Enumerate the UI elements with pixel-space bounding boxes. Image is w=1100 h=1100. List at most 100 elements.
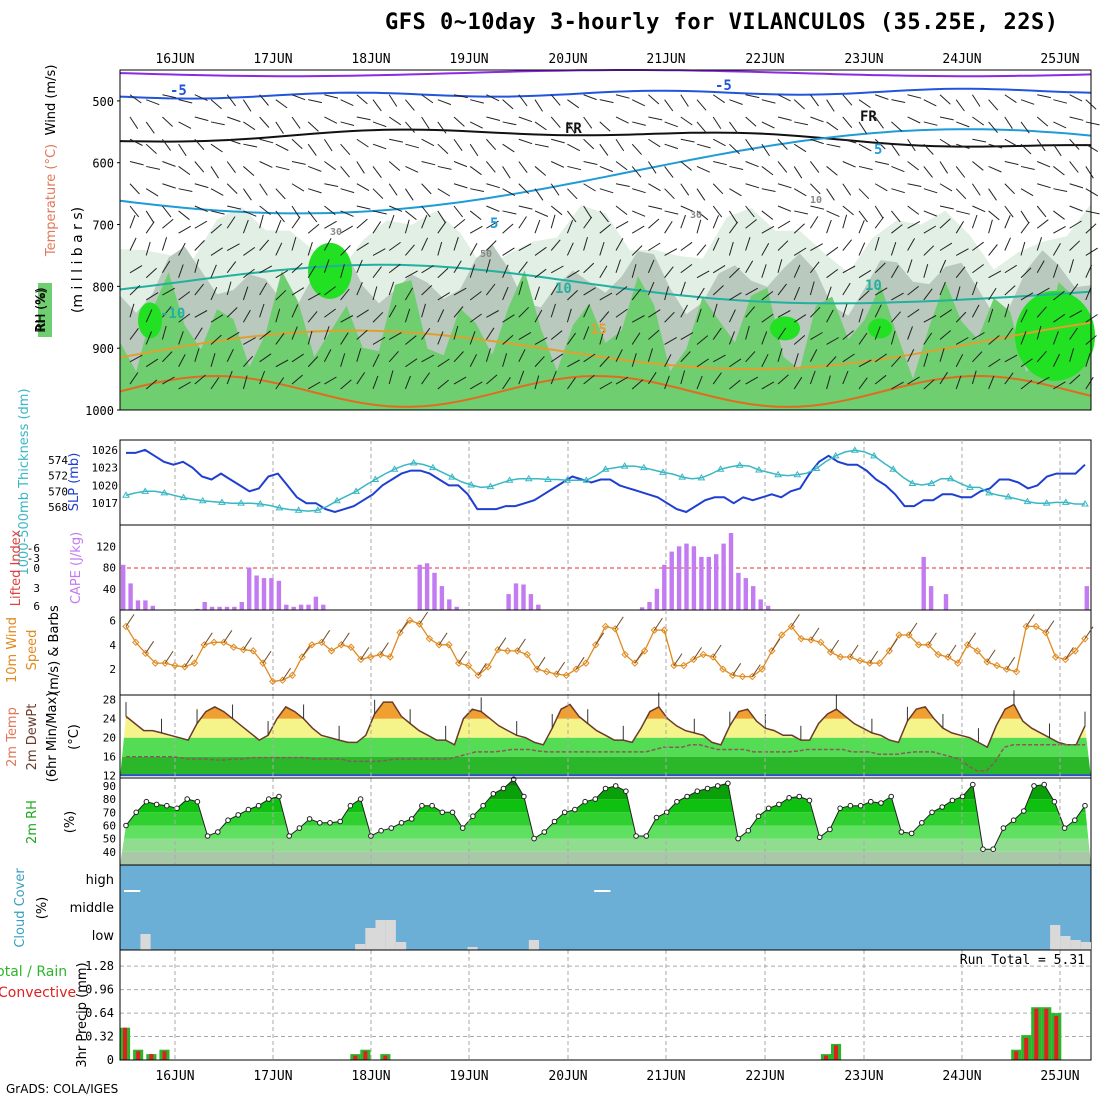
wind-barb bbox=[502, 188, 516, 197]
wind-barb bbox=[745, 205, 755, 218]
contour-label: FR bbox=[565, 121, 582, 137]
wind-barb bbox=[324, 161, 336, 171]
wind-barb bbox=[453, 219, 466, 229]
wind-barb bbox=[890, 330, 896, 345]
wind-barb bbox=[437, 309, 445, 323]
wind-barb bbox=[648, 138, 661, 148]
wind-barb bbox=[1069, 348, 1075, 362]
wind-barb bbox=[648, 329, 660, 340]
wind-barb bbox=[1053, 290, 1065, 301]
date-label-bottom: 22JUN bbox=[745, 1069, 784, 1084]
wind-barb-10m bbox=[301, 644, 311, 658]
rh-marker bbox=[857, 802, 864, 809]
rh-ytick: 70 bbox=[103, 806, 116, 819]
wind-barb-10m bbox=[908, 622, 918, 636]
wind-speed-marker bbox=[1012, 667, 1021, 676]
thickness-marker bbox=[639, 463, 648, 471]
wind-barb bbox=[1004, 372, 1014, 385]
wind-barb bbox=[194, 259, 200, 273]
wind-barb bbox=[275, 99, 288, 109]
rh-marker bbox=[970, 781, 976, 788]
rh-ytick: 60 bbox=[103, 819, 116, 832]
wind-speed-marker bbox=[1032, 622, 1040, 631]
cape-ytick: 40 bbox=[103, 583, 116, 596]
wind-barb bbox=[437, 379, 449, 390]
rh-marker bbox=[398, 820, 405, 826]
wind-barb bbox=[502, 334, 514, 345]
contour-label: -10 bbox=[160, 306, 185, 322]
wind-barb bbox=[1053, 381, 1066, 390]
wind-barb bbox=[129, 161, 144, 166]
wind-barb bbox=[809, 349, 818, 363]
rh-marker bbox=[602, 785, 609, 792]
slp-ytick: 1023 bbox=[92, 462, 119, 475]
wind-barb bbox=[988, 287, 997, 301]
wind-speed-marker bbox=[660, 626, 668, 634]
rh-marker bbox=[908, 830, 915, 837]
wind-barb bbox=[712, 215, 719, 229]
wind-barb bbox=[891, 99, 906, 103]
wind-speed-marker bbox=[621, 650, 629, 659]
convective-precip-bar bbox=[136, 1051, 141, 1060]
wind-barb bbox=[356, 205, 371, 210]
wind-speed-marker bbox=[631, 659, 639, 667]
wind-barb bbox=[729, 379, 741, 390]
wind-barb bbox=[178, 188, 193, 192]
wind-barb bbox=[729, 188, 742, 197]
wind-barb bbox=[291, 374, 304, 385]
wind-barb bbox=[389, 138, 404, 143]
wind-barb bbox=[810, 332, 823, 340]
wind-barb bbox=[275, 143, 289, 151]
date-label-top: 24JUN bbox=[942, 52, 981, 67]
wind-barb bbox=[243, 337, 256, 345]
wind-barb bbox=[988, 165, 1002, 173]
wind-barb bbox=[226, 261, 237, 274]
wind-barb bbox=[696, 219, 702, 234]
wind-barb bbox=[162, 94, 177, 99]
wind-barb bbox=[761, 210, 774, 220]
wind-barb bbox=[858, 99, 871, 109]
wind-barb bbox=[178, 354, 186, 367]
wind-barb bbox=[145, 188, 159, 197]
rh-ytick: 40 bbox=[103, 846, 116, 859]
wind-barb bbox=[955, 375, 962, 390]
wind-barb bbox=[275, 210, 285, 223]
wind-barb bbox=[793, 264, 801, 278]
wind-barb bbox=[939, 348, 945, 362]
rh-marker bbox=[837, 805, 843, 812]
wind-barb bbox=[907, 138, 916, 152]
wind-barb bbox=[194, 327, 203, 340]
wind-barb bbox=[777, 205, 792, 212]
rh-marker bbox=[663, 809, 670, 816]
thickness-marker bbox=[333, 496, 341, 504]
wind-barb bbox=[858, 210, 868, 223]
temp-line bbox=[125, 701, 1086, 749]
rh-marker bbox=[653, 814, 660, 821]
wind-barb bbox=[971, 304, 980, 318]
wind-barb bbox=[129, 303, 135, 318]
wind-barb bbox=[858, 308, 864, 323]
rh-marker bbox=[684, 793, 690, 800]
rh-marker bbox=[347, 802, 354, 809]
wind-barb bbox=[372, 286, 378, 301]
rh-marker bbox=[194, 798, 201, 805]
wind-barb bbox=[907, 348, 915, 363]
wind-barb bbox=[210, 121, 225, 126]
wind-barb-10m bbox=[517, 638, 526, 652]
wind-barb bbox=[972, 264, 984, 274]
wind-barb bbox=[421, 372, 431, 385]
wind-barb bbox=[826, 286, 832, 301]
rh-marker bbox=[378, 827, 384, 834]
cape-bar bbox=[699, 556, 704, 610]
wind-barb bbox=[291, 94, 306, 101]
wind-barb bbox=[842, 161, 856, 168]
wind-speed-marker bbox=[680, 661, 688, 670]
wind-barb bbox=[745, 183, 760, 189]
wind-barb bbox=[599, 330, 605, 345]
wind-barb bbox=[567, 269, 580, 279]
wind-barb bbox=[323, 326, 330, 340]
wind-barb bbox=[307, 292, 321, 301]
wind-label: Wind (m/s) bbox=[44, 65, 59, 136]
run-total: Run Total = 5.31 bbox=[960, 953, 1085, 968]
convective-precip-bar bbox=[149, 1054, 154, 1060]
